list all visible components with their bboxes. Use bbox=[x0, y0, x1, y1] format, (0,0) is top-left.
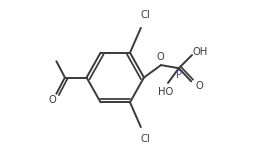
Text: HO: HO bbox=[158, 87, 173, 97]
Text: O: O bbox=[195, 81, 203, 91]
Text: OH: OH bbox=[193, 47, 208, 57]
Text: O: O bbox=[156, 52, 164, 62]
Text: O: O bbox=[49, 95, 57, 105]
Text: Cl: Cl bbox=[141, 135, 150, 144]
Text: Cl: Cl bbox=[141, 11, 150, 20]
Text: P: P bbox=[176, 70, 182, 80]
